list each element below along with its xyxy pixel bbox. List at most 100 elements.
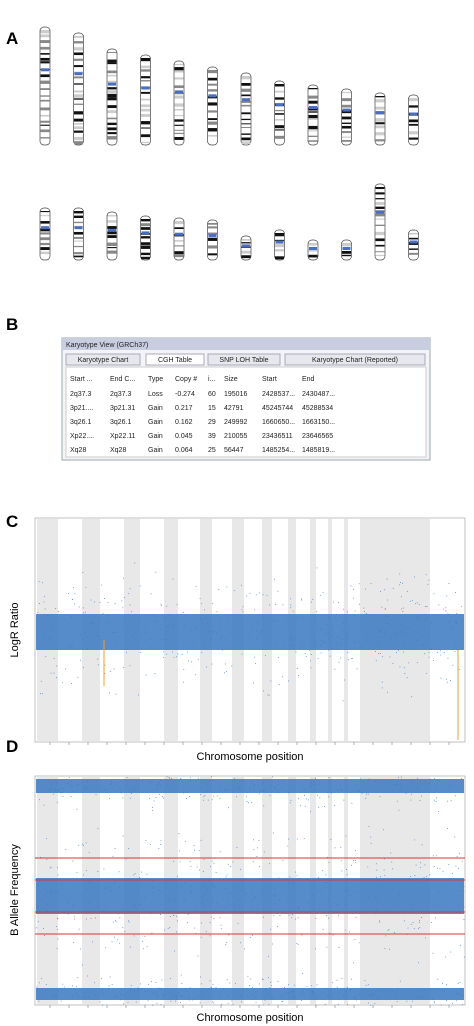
- point: [246, 800, 248, 802]
- point: [135, 632, 136, 634]
- chromosome-band: [275, 135, 284, 139]
- point: [50, 788, 52, 790]
- point: [358, 603, 360, 605]
- point: [290, 607, 292, 609]
- point: [160, 639, 162, 641]
- point: [39, 603, 40, 604]
- point: [295, 918, 297, 920]
- tab-label[interactable]: CGH Table: [158, 357, 192, 364]
- chromosome-band: [342, 98, 351, 102]
- point: [430, 778, 431, 780]
- point: [259, 983, 260, 985]
- point: [174, 900, 176, 902]
- point: [114, 619, 116, 621]
- tab-label[interactable]: Karyotype Chart (Reported): [312, 357, 398, 364]
- point: [328, 616, 330, 618]
- point: [183, 681, 184, 683]
- point: [173, 994, 174, 996]
- chromosome-band: [342, 243, 351, 247]
- point: [418, 604, 420, 605]
- table-cell: 2q37.3: [110, 391, 132, 398]
- chromosome-band: [174, 103, 184, 107]
- point: [380, 780, 382, 782]
- point: [339, 644, 341, 646]
- point: [419, 997, 421, 999]
- chromosome-band: [174, 108, 184, 111]
- point: [110, 890, 112, 892]
- point: [281, 782, 283, 784]
- point: [238, 899, 240, 901]
- point: [49, 891, 51, 892]
- point: [47, 892, 48, 894]
- tab-label[interactable]: Karyotype Chart: [78, 357, 129, 364]
- point: [230, 631, 232, 633]
- point: [176, 876, 178, 877]
- point: [218, 589, 220, 591]
- table-cell: 210055: [224, 433, 247, 440]
- point: [450, 800, 452, 802]
- point: [210, 638, 211, 640]
- point: [99, 644, 100, 646]
- point: [123, 1003, 124, 1005]
- point: [85, 780, 87, 782]
- point: [111, 984, 113, 985]
- point: [165, 881, 167, 883]
- point: [160, 840, 162, 842]
- point: [122, 607, 124, 609]
- point: [328, 779, 330, 781]
- chromosome-band: [241, 112, 251, 115]
- point: [408, 901, 410, 903]
- point: [375, 897, 377, 899]
- point: [176, 604, 178, 606]
- point: [244, 898, 246, 900]
- point: [407, 786, 409, 788]
- point: [431, 999, 433, 1000]
- chromosome: [39, 26, 51, 146]
- point: [463, 956, 465, 958]
- point: [376, 910, 377, 912]
- point: [199, 598, 201, 599]
- point: [69, 646, 71, 648]
- point: [296, 943, 298, 945]
- point: [41, 623, 43, 625]
- chromosome-band: [241, 118, 251, 121]
- point: [106, 878, 108, 880]
- point: [306, 986, 308, 987]
- point: [246, 796, 247, 798]
- point: [155, 788, 157, 790]
- chromosome-band: [40, 99, 50, 102]
- point: [40, 899, 42, 901]
- point: [297, 917, 299, 919]
- point: [461, 778, 463, 779]
- point: [55, 996, 56, 998]
- point: [188, 999, 190, 1001]
- point: [107, 615, 109, 617]
- point: [137, 987, 139, 989]
- point: [177, 653, 179, 655]
- point: [444, 880, 446, 882]
- point: [189, 987, 191, 989]
- point: [60, 894, 62, 896]
- point: [182, 612, 184, 613]
- point: [83, 786, 85, 788]
- point: [354, 641, 356, 643]
- point: [230, 866, 232, 867]
- chromosome-band: [375, 125, 385, 129]
- point: [105, 947, 107, 949]
- point: [451, 627, 453, 629]
- point: [288, 881, 290, 883]
- point: [141, 883, 143, 885]
- point: [82, 607, 84, 609]
- point: [283, 642, 284, 643]
- point: [400, 776, 402, 778]
- point: [316, 567, 318, 569]
- point: [354, 615, 355, 616]
- point: [304, 805, 306, 807]
- point: [85, 842, 87, 844]
- tab-label[interactable]: SNP LOH Table: [219, 357, 268, 364]
- point: [300, 1000, 302, 1001]
- point: [292, 644, 293, 646]
- chromosome-band: [141, 256, 150, 260]
- point: [316, 912, 318, 914]
- point: [345, 991, 347, 993]
